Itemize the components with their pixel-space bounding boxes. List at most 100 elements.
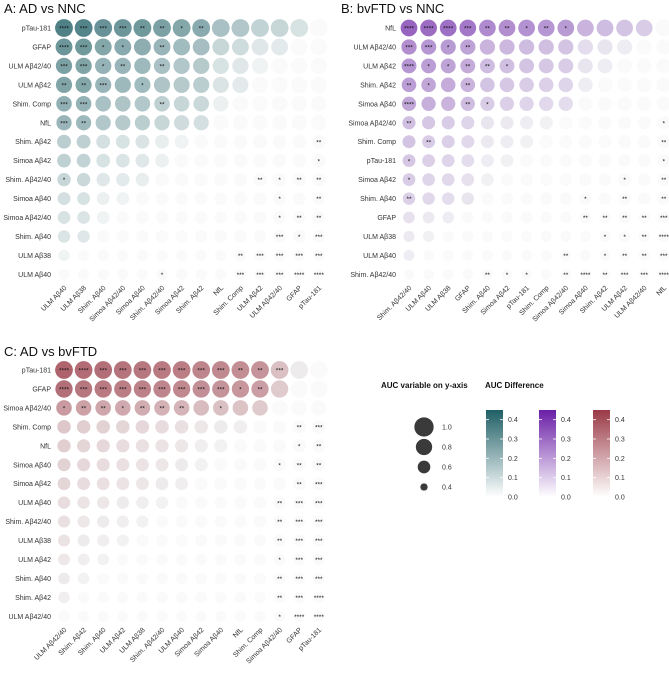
significance-star: *** bbox=[621, 272, 629, 279]
bubble bbox=[233, 477, 247, 491]
bubble bbox=[155, 134, 169, 149]
significance-star: *** bbox=[295, 500, 303, 507]
bubble bbox=[273, 268, 286, 280]
bubble bbox=[481, 173, 494, 186]
bubble bbox=[213, 134, 228, 149]
significance-star: ** bbox=[238, 253, 244, 260]
bubble bbox=[192, 380, 210, 398]
bubble bbox=[292, 477, 306, 491]
bubble bbox=[55, 361, 73, 379]
bubble bbox=[192, 38, 210, 56]
bubble bbox=[155, 420, 169, 434]
bubble bbox=[519, 77, 534, 93]
bubble bbox=[75, 57, 92, 75]
bubble bbox=[401, 58, 417, 74]
significance-star: ** bbox=[81, 82, 87, 89]
bubble bbox=[136, 249, 149, 262]
bubble bbox=[57, 153, 71, 168]
x-tick-label: GFAP bbox=[285, 627, 303, 645]
bubble bbox=[56, 96, 72, 112]
bubble bbox=[313, 610, 325, 622]
bubble bbox=[174, 153, 189, 168]
bubble bbox=[96, 211, 110, 224]
bubble bbox=[539, 192, 553, 205]
x-tick-label: GFAP bbox=[285, 285, 303, 303]
bubble bbox=[558, 39, 574, 55]
bubble bbox=[539, 173, 553, 186]
significance-star: ** bbox=[277, 538, 283, 545]
bubble bbox=[520, 154, 534, 168]
bubble bbox=[57, 192, 71, 205]
bubble bbox=[135, 153, 150, 168]
bubble bbox=[194, 458, 208, 472]
significance-star: ** bbox=[297, 215, 303, 222]
significance-star: ** bbox=[81, 120, 87, 127]
significance-star: **** bbox=[294, 272, 305, 279]
bubble bbox=[292, 153, 307, 168]
bubble bbox=[214, 572, 227, 585]
significance-star: **** bbox=[659, 234, 669, 241]
significance-star: *** bbox=[295, 519, 303, 526]
bubble bbox=[618, 173, 631, 186]
bubble bbox=[211, 361, 230, 379]
bubble bbox=[461, 135, 475, 149]
bubble bbox=[57, 172, 71, 187]
significance-star: *** bbox=[80, 64, 88, 71]
significance-star: *** bbox=[425, 45, 433, 52]
bubble bbox=[293, 553, 306, 566]
bubble bbox=[96, 420, 110, 434]
significance-star: ** bbox=[642, 215, 648, 222]
bubble bbox=[55, 38, 73, 56]
y-tick-label: ULM Aβ42/40 bbox=[8, 63, 51, 70]
bubble bbox=[116, 439, 130, 453]
bubble bbox=[116, 572, 129, 585]
bubble bbox=[136, 610, 148, 622]
bubble bbox=[133, 361, 152, 379]
bubble bbox=[578, 96, 593, 111]
bubble bbox=[57, 515, 71, 528]
significance-star: ** bbox=[277, 576, 283, 583]
significance-star: * bbox=[298, 443, 301, 450]
x-tick-label: NfL bbox=[656, 285, 669, 298]
bubble bbox=[194, 420, 208, 434]
bubble bbox=[233, 458, 247, 472]
bubble bbox=[193, 57, 210, 75]
size-legend-circle bbox=[420, 483, 428, 491]
significance-star: *** bbox=[315, 234, 323, 241]
bubble bbox=[56, 400, 72, 416]
bubble bbox=[461, 211, 474, 224]
significance-star: ** bbox=[622, 253, 628, 260]
bubble bbox=[231, 380, 250, 398]
bubble bbox=[481, 211, 494, 224]
bubble bbox=[57, 230, 71, 243]
bubble bbox=[232, 76, 249, 93]
bubble bbox=[578, 77, 593, 93]
significance-star: *** bbox=[315, 481, 323, 488]
bubble bbox=[558, 58, 574, 74]
significance-star: ** bbox=[661, 139, 667, 146]
bubble bbox=[638, 211, 651, 224]
significance-star: ** bbox=[406, 82, 412, 89]
significance-star: *** bbox=[295, 557, 303, 564]
bubble bbox=[599, 211, 611, 224]
bubble bbox=[312, 553, 325, 566]
bubble bbox=[254, 249, 266, 262]
bubble bbox=[403, 211, 415, 224]
bubble bbox=[539, 116, 553, 130]
bubble bbox=[77, 572, 90, 585]
bubble bbox=[292, 496, 306, 509]
bubble bbox=[214, 192, 228, 205]
bubble bbox=[174, 134, 189, 149]
y-tick-label: ULM Aβ42 bbox=[18, 82, 51, 89]
size-legend-label: 0.8 bbox=[442, 445, 452, 452]
bubble bbox=[560, 230, 572, 243]
bubble bbox=[637, 192, 651, 205]
bubble bbox=[442, 211, 455, 224]
bubble bbox=[155, 153, 169, 168]
significance-star: ** bbox=[563, 272, 569, 279]
bubble bbox=[312, 211, 326, 224]
x-tick-label: Shim. Aβ42/40 bbox=[376, 285, 413, 322]
bubble bbox=[291, 76, 308, 93]
significance-star: ** bbox=[485, 272, 491, 279]
bubble bbox=[156, 249, 168, 262]
